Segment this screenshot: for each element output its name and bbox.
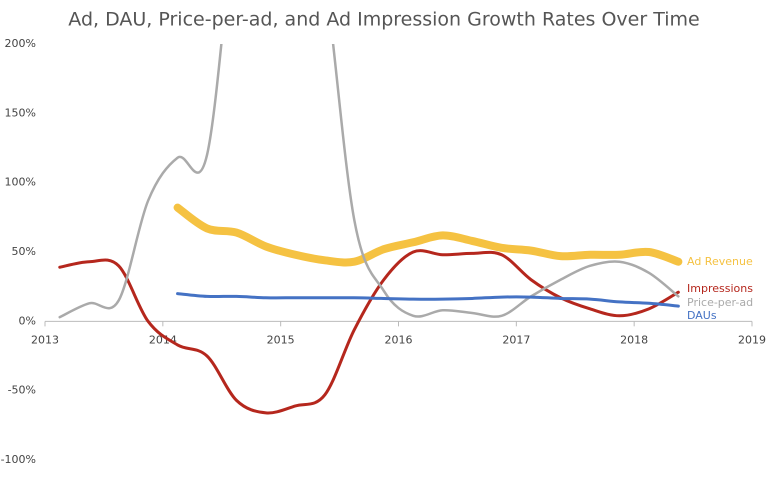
y-tick-label: -50% [8, 384, 36, 397]
y-tick-label: 0% [19, 314, 36, 327]
legend-label: Impressions [687, 282, 753, 295]
y-tick-label: 100% [5, 176, 36, 189]
legend-label: Ad Revenue [687, 255, 753, 268]
chart-title: Ad, DAU, Price-per-ad, and Ad Impression… [68, 9, 699, 31]
x-tick-label: 2018 [620, 333, 648, 346]
plot-area [58, 44, 683, 415]
y-tick-label: 150% [5, 106, 36, 119]
y-tick-label: -100% [1, 453, 36, 466]
x-tick-label: 2016 [385, 333, 413, 346]
series-line [58, 44, 680, 319]
series-line [58, 249, 680, 415]
legend-label: Price-per-ad [687, 296, 753, 309]
x-tick-label: 2015 [267, 333, 295, 346]
y-tick-label: 50% [12, 245, 36, 258]
x-tick-label: 2013 [31, 333, 59, 346]
series-line [173, 203, 683, 267]
series-line [176, 292, 680, 308]
legend-label: DAUs [687, 309, 717, 322]
y-tick-label: 200% [5, 37, 36, 50]
x-tick-label: 2014 [149, 333, 177, 346]
x-tick-label: 2017 [502, 333, 530, 346]
x-tick-label: 2019 [738, 333, 766, 346]
